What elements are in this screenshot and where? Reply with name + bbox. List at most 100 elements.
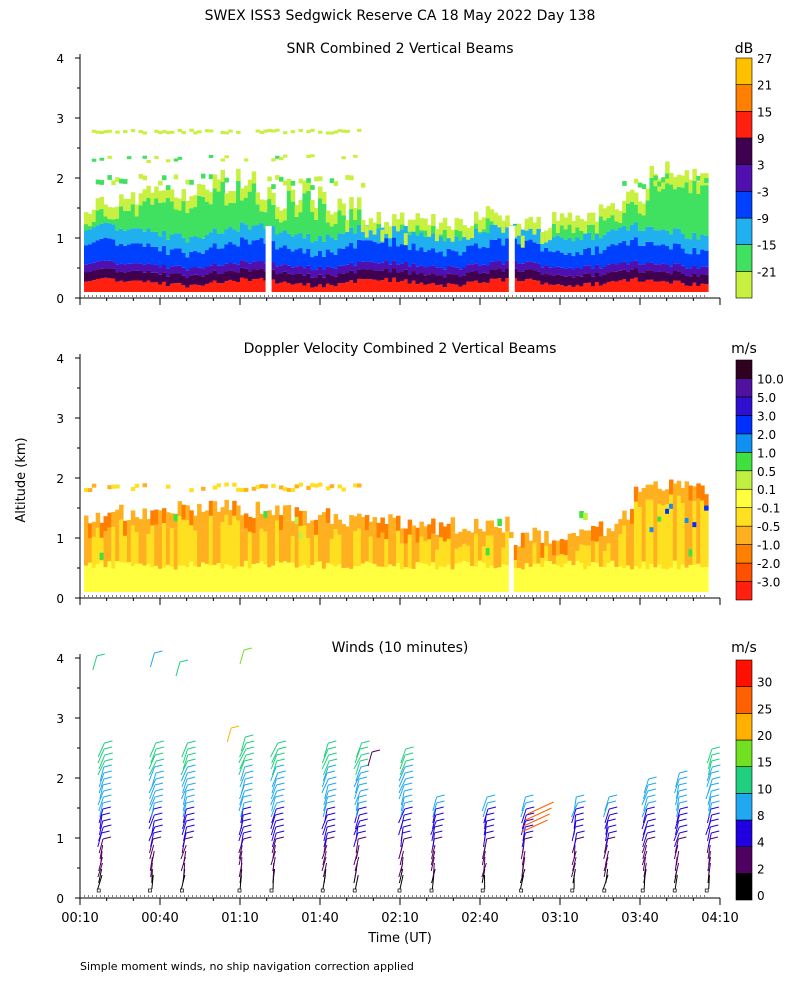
velocity-cell [220, 568, 225, 592]
snr-cell [208, 247, 214, 266]
snr-cell [243, 239, 249, 262]
wind-barb-flag [276, 782, 285, 786]
snr-cell [345, 129, 350, 133]
velocity-cell [158, 525, 163, 569]
snr-cell [684, 285, 690, 292]
velocity-cell [380, 532, 385, 567]
wind-barb-flag [276, 776, 285, 780]
snr-cell [91, 221, 97, 228]
wind-barb-flag [103, 770, 112, 774]
snr-cell [684, 170, 690, 183]
velocity-cell [380, 566, 385, 592]
snr-cell [294, 234, 300, 250]
snr-cell [575, 215, 580, 228]
wind-barb [271, 826, 277, 842]
snr-cell [583, 233, 588, 234]
snr-cell [169, 201, 175, 235]
snr-cell [279, 210, 284, 223]
velocity-cell [555, 540, 561, 556]
snr-cell [528, 224, 534, 240]
velocity-cell [360, 563, 366, 592]
wind-barb [571, 808, 577, 824]
snr-cell [119, 206, 124, 229]
wind-barb [182, 832, 187, 848]
wind-barb [430, 820, 437, 836]
snr-cell [282, 208, 288, 221]
velocity-cell [579, 510, 584, 519]
snr-cell [321, 191, 327, 204]
velocity-cell [583, 530, 588, 546]
snr-cell [462, 284, 467, 292]
x-tick-label: 03:40 [621, 911, 658, 926]
velocity-cell [396, 530, 401, 563]
wind-barb-flag [155, 788, 164, 792]
velocity-cell [357, 513, 362, 529]
snr-cell [407, 283, 413, 292]
snr-cell [115, 130, 120, 134]
wind-barb [182, 802, 187, 818]
snr-cell [298, 212, 303, 234]
velocity-cell [610, 546, 615, 561]
snr-cell [349, 262, 354, 271]
velocity-cell [337, 564, 342, 592]
snr-cell [333, 254, 339, 269]
wind-barb-flag [575, 818, 584, 822]
wind-barb [521, 808, 527, 824]
snr-cell [423, 230, 428, 237]
velocity-cell [99, 522, 105, 538]
snr-cell [594, 246, 600, 265]
velocity-cell [513, 560, 518, 569]
x-tick-label: 04:10 [701, 911, 738, 926]
velocity-cell [87, 538, 93, 563]
y-tick-label: 2 [56, 772, 64, 786]
snr-cell [571, 220, 576, 233]
snr-panel-title: SNR Combined 2 Vertical Beams [286, 41, 513, 57]
colorbar-label: 21 [757, 79, 772, 93]
snr-cell [516, 263, 522, 272]
snr-cell [552, 284, 557, 292]
wind-barb-flag [711, 830, 720, 834]
snr-cell [208, 192, 214, 205]
wind-barb-flag [575, 836, 585, 840]
wind-ground-marker [397, 888, 402, 893]
snr-cell [91, 209, 97, 222]
snr-cell [618, 280, 623, 292]
wind-barb [522, 856, 526, 872]
velocity-cell [661, 505, 666, 569]
snr-cell [177, 198, 183, 211]
snr-cell [423, 284, 428, 292]
snr-cell [84, 212, 89, 225]
wind-barb [99, 784, 104, 800]
wind-barb-flag [154, 764, 163, 768]
velocity-cell [177, 565, 183, 592]
velocity-cell [87, 488, 93, 493]
wind-barb [641, 850, 648, 866]
wind-barb [270, 802, 278, 818]
snr-cell [255, 269, 261, 279]
velocity-cell [232, 515, 237, 569]
velocity-cell [95, 564, 101, 592]
velocity-cell [357, 483, 362, 488]
wind-barb-flag [154, 824, 163, 828]
velocity-cell [271, 565, 276, 592]
snr-cell [197, 285, 202, 292]
snr-cell [84, 272, 89, 282]
snr-cell [298, 265, 303, 274]
snr-cell [575, 275, 580, 285]
snr-cell [688, 181, 693, 194]
colorbar-label: 2 [757, 862, 765, 876]
velocity-cell [419, 536, 424, 564]
wind-barb-flag [243, 836, 252, 840]
snr-cell [485, 265, 491, 274]
snr-cell [474, 211, 479, 224]
snr-cell [579, 230, 584, 240]
snr-cell [165, 254, 171, 269]
velocity-cell [696, 483, 701, 499]
snr-cell [653, 272, 658, 282]
wind-barb [323, 868, 327, 884]
colorbar-swatch [735, 507, 753, 527]
snr-cell [224, 193, 229, 206]
snr-cell [310, 242, 315, 258]
snr-cell [540, 251, 545, 268]
wind-barb [98, 826, 104, 842]
